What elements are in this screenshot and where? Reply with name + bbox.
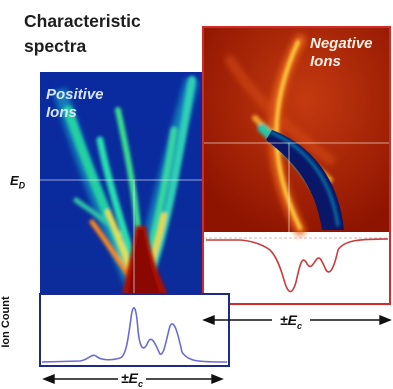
negative-heatmap xyxy=(202,26,391,305)
negative-spectrum-trace xyxy=(206,238,389,293)
ed-axis-label: ED xyxy=(10,173,26,191)
ec-arrow-right xyxy=(202,314,392,326)
positive-heatmap xyxy=(40,72,229,295)
positive-spectrum-trace xyxy=(41,307,228,363)
ion-count-axis-label: Ion Count xyxy=(0,296,12,348)
positive-ions-label: Positive Ions xyxy=(46,86,104,121)
ec-arrow-bottom xyxy=(42,373,224,385)
figure-title: Characteristic spectra xyxy=(24,11,141,56)
ec-label-right: ±Ec xyxy=(280,312,303,331)
negative-ions-label: Negative Ions xyxy=(310,35,373,70)
ec-label-bottom: ±Ec xyxy=(121,370,144,389)
positive-spectrum xyxy=(39,293,230,367)
